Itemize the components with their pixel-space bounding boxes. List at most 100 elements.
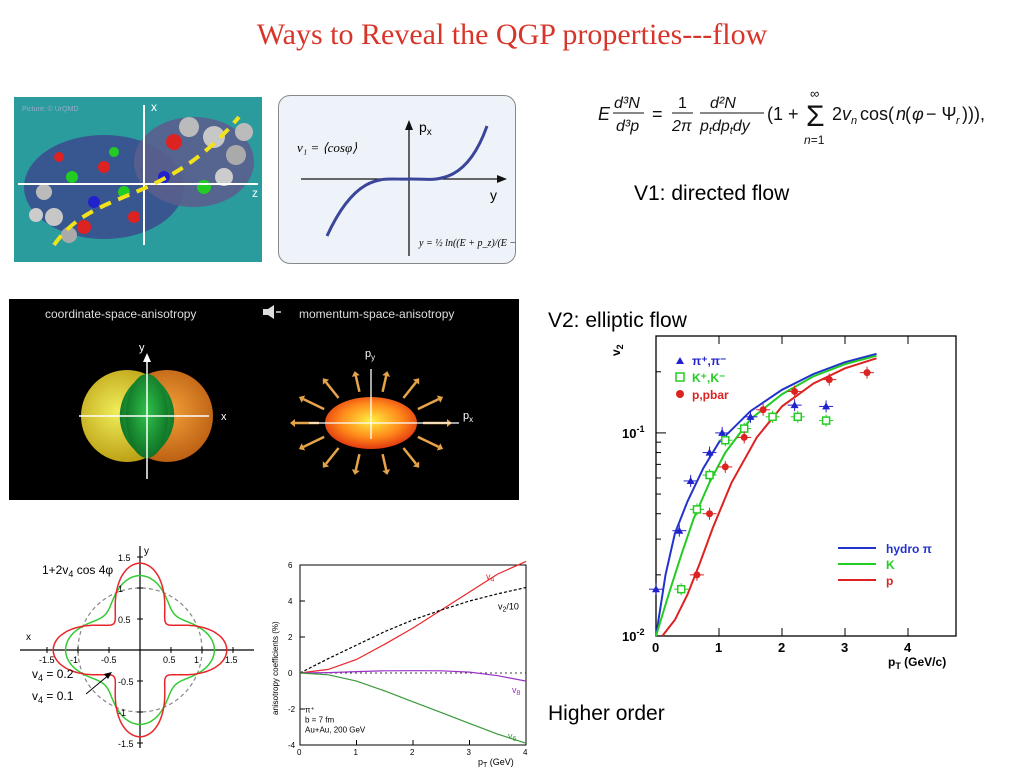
polar-y-tick-label: -1.5 (118, 739, 134, 749)
legend-entry: p,pbar (692, 388, 729, 402)
data-point-kaon (821, 416, 831, 425)
v4-pointer-line (85, 673, 111, 695)
px-label: px (463, 410, 473, 424)
x-tick-label: 1 (715, 640, 722, 655)
data-point-pion (705, 448, 714, 456)
slide-title: Ways to Reveal the QGP properties---flow (256, 18, 768, 51)
data-point-pion (686, 476, 695, 484)
y-tick-label: 0 (288, 669, 293, 678)
legend-marker-square-icon (675, 372, 685, 382)
momentum-arrow-head-icon (382, 469, 391, 475)
momentum-arrow-head-icon (290, 419, 295, 427)
data-point-kaon (705, 470, 714, 480)
polar-svg: -1.5 -1 -0.5 0.5 1 1.5 1.5 1 0.5 -0.5 -1 -1.5 y x 1… (20, 546, 254, 749)
v4-polar-plot: -1.5 -1 -0.5 0.5 1 1.5 1.5 1 0.5 -0.5 -1 -1.5 y x 1… (14, 540, 260, 752)
polar-y-tick-label: -0.5 (118, 677, 134, 687)
svg-text:d³p: d³p (616, 118, 639, 135)
momentum-arrow-head-icon (298, 395, 306, 403)
svg-text:2: 2 (832, 104, 842, 124)
momentum-arrow-head-icon (322, 378, 330, 385)
momentum-arrow (324, 447, 340, 465)
coordinate-space-title: coordinate-space-anisotropy (45, 307, 196, 321)
x-axis-title: pT (GeV) (478, 757, 514, 768)
momentum-arrow (402, 447, 418, 465)
svg-text:− Ψ: − Ψ (926, 104, 957, 124)
momentum-arrow (354, 453, 361, 471)
svg-text:(1 +: (1 + (767, 104, 799, 124)
plot-frame (655, 335, 957, 637)
polar-x-tick-label: -1.5 (39, 655, 55, 665)
polar-y-tick-label: 0.5 (118, 615, 131, 625)
momentum-arrow-head-icon (436, 443, 444, 451)
momentum-arrow (402, 381, 418, 399)
momentum-space-title: momentum-space-anisotropy (299, 307, 454, 321)
higher-order-label: Higher order (548, 702, 665, 725)
x-tick-label: 3 (467, 748, 472, 757)
data-point-kaon (721, 436, 730, 445)
legend-hydro-entry: p (886, 574, 893, 588)
rapidity-formula: y = ½ ln((E + p_z)/(E − p_z)) (418, 238, 515, 249)
momentum-arrow-head-icon (412, 461, 420, 468)
svg-text:n: n (896, 104, 906, 124)
momentum-arrow-head-icon (322, 461, 330, 468)
y-tick-label: -2 (288, 705, 296, 714)
data-point-pion (822, 402, 831, 410)
data-point-kaon (676, 584, 686, 594)
y-axis-title: anisotropy coefficients (%) (271, 621, 280, 715)
svg-text:n=1: n=1 (804, 133, 825, 147)
momentum-arrow (354, 375, 361, 393)
y-label: y (139, 342, 145, 354)
v2-svg: 0 1 2 3 4 10-1 10-2 v2 pT (GeV/c) π⁺,π⁻ K⁺,K⁻ p,pba… (609, 335, 957, 671)
momentum-arrow (381, 375, 388, 393)
momentum-arrow-head-icon (351, 371, 360, 377)
data-point-pion (652, 585, 660, 593)
svg-text:∞: ∞ (810, 86, 819, 101)
y-arrow-icon (143, 353, 151, 362)
data-point-kaon (768, 412, 777, 422)
flow-equation: E d³N d³p = 1 2π d²N ptdptdy (1 + Σ ∞ n=… (592, 84, 1022, 154)
data-point-proton (693, 571, 701, 579)
data-point-proton (740, 433, 748, 441)
legend-entry: π⁺,π⁻ (692, 354, 726, 368)
svg-text:=: = (652, 104, 663, 124)
x-tick-label: 2 (410, 748, 415, 757)
x-tick-label: 0 (297, 748, 302, 757)
y-tick-label: 6 (288, 561, 293, 570)
image-caption: Picture: © UrQMD (22, 105, 79, 113)
legend-hydro-entry: K (886, 558, 895, 572)
svg-text:r: r (956, 115, 961, 127)
legend-hydro-entry: hydro π (886, 542, 932, 556)
v1-formula: v₁ = ⟨cosφ⟩ (297, 140, 357, 155)
y-tick-label: -4 (288, 741, 296, 750)
legend-marker-circle-icon (676, 390, 684, 398)
data-point-kaon (739, 424, 749, 433)
svg-text:1: 1 (678, 95, 687, 112)
data-point-pion (675, 526, 684, 534)
data-point-pion (718, 428, 727, 436)
x-axis-title: pT (GeV/c) (888, 655, 946, 671)
polar-x-tick-label: 1 (194, 655, 199, 665)
momentum-arrow-head-icon (436, 395, 444, 403)
momentum-arrow (417, 398, 440, 411)
polar-x-label: x (26, 632, 31, 643)
speaker-arrow-icon (263, 305, 281, 319)
data-point-kaon (793, 412, 802, 422)
series-label-v6: v6 (508, 731, 517, 743)
chart-annotation: b = 7 fm (305, 716, 334, 725)
svg-text:φ: φ (912, 104, 924, 124)
series-line-v2-10 (299, 586, 527, 674)
polar-y-tick-label: 1.5 (118, 553, 131, 563)
data-point-pion (790, 401, 799, 409)
x-label: x (221, 411, 227, 423)
chart-annotation: Au+Au, 200 GeV (305, 726, 366, 735)
legend-marker-triangle-icon (676, 357, 684, 364)
x-tick-label: 4 (904, 640, 912, 655)
polar-x-tick-label: -1 (70, 655, 78, 665)
legend-entry: K⁺,K⁻ (692, 371, 725, 385)
v4-02-curve (52, 562, 228, 738)
polar-y-label: y (144, 546, 149, 557)
v4-02-label: v4 = 0.2 (32, 667, 74, 683)
momentum-arrow-head-icon (298, 443, 306, 451)
data-point-proton (825, 376, 833, 384)
data-point-proton (721, 463, 729, 471)
